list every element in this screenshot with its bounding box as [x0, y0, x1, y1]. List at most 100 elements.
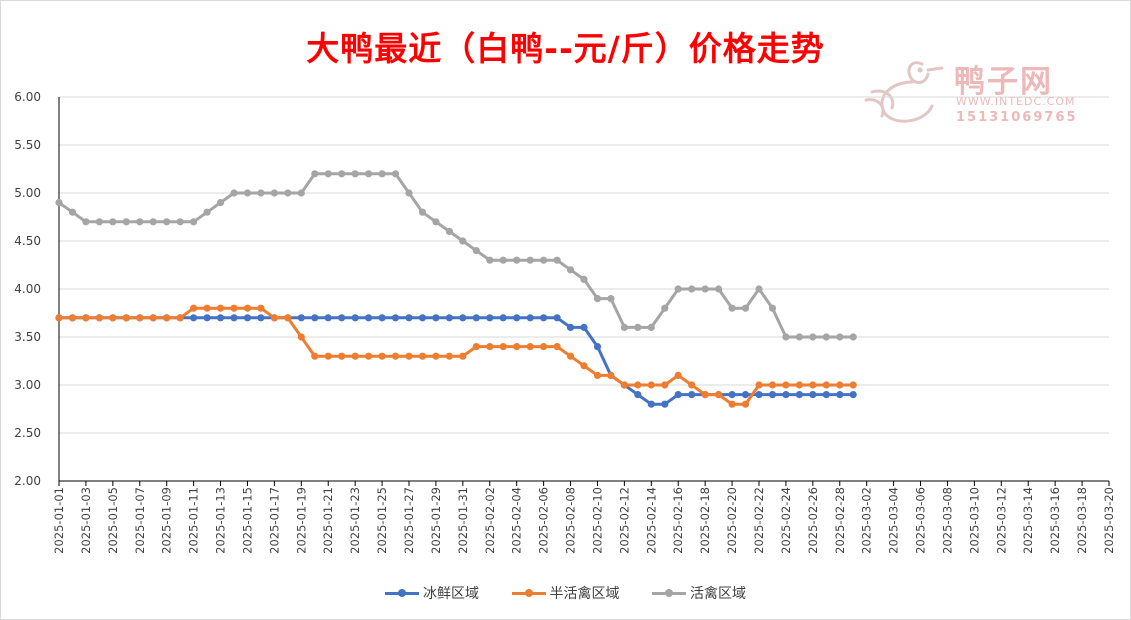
data-point	[768, 391, 777, 399]
data-point	[445, 227, 453, 235]
data-point	[499, 256, 507, 264]
legend-item-ice-fresh: 冰鲜区域	[385, 583, 479, 603]
data-point	[82, 314, 90, 322]
data-point	[136, 218, 144, 226]
x-tick-label: 2025-01-15	[240, 487, 254, 554]
data-point	[365, 352, 373, 360]
data-point	[311, 352, 319, 360]
x-tick-label: 2025-02-22	[752, 487, 766, 554]
data-point	[728, 400, 736, 408]
data-point	[365, 170, 373, 178]
data-point	[634, 323, 642, 331]
data-point	[593, 343, 602, 351]
x-tick-label: 2025-02-20	[725, 487, 739, 554]
data-point	[688, 381, 696, 389]
x-tick-label: 2025-02-26	[806, 487, 820, 554]
data-point	[163, 218, 171, 226]
data-point	[257, 304, 265, 312]
data-point	[176, 314, 184, 322]
data-point	[432, 218, 440, 226]
x-tick-label: 2025-02-10	[590, 487, 604, 554]
data-point	[257, 314, 265, 322]
x-tick-label: 2025-02-16	[671, 487, 685, 554]
series-line	[59, 306, 854, 406]
data-point	[351, 314, 359, 322]
x-tick-label: 2025-01-17	[267, 487, 281, 554]
data-point	[216, 304, 225, 312]
data-point	[593, 371, 602, 379]
data-point	[553, 343, 561, 351]
data-point	[661, 304, 669, 312]
data-point	[580, 362, 588, 370]
data-point	[351, 170, 359, 178]
data-point	[822, 391, 830, 399]
y-tick-label: 2.00	[14, 474, 41, 488]
data-point	[661, 381, 669, 389]
data-point	[324, 352, 332, 360]
data-point	[68, 314, 77, 322]
data-point	[486, 256, 494, 264]
data-point	[190, 304, 198, 312]
data-point	[391, 352, 400, 360]
legend-label: 半活禽区域	[549, 586, 620, 602]
data-point	[728, 304, 736, 312]
data-point	[836, 333, 844, 341]
data-point	[566, 323, 575, 331]
data-point	[190, 218, 198, 226]
data-point	[795, 391, 804, 399]
data-point	[351, 352, 359, 360]
watermark-url: WWW.INTEDC.COM	[956, 95, 1076, 108]
data-point	[836, 381, 844, 389]
x-tick-label: 2025-03-10	[967, 487, 981, 554]
data-point	[782, 381, 790, 389]
x-tick-label: 2025-01-01	[52, 487, 66, 554]
data-point	[513, 314, 521, 322]
data-point	[486, 343, 494, 351]
data-point	[526, 256, 534, 264]
data-point	[136, 314, 144, 322]
data-point	[109, 218, 117, 226]
data-point	[270, 314, 278, 322]
data-point	[580, 323, 588, 331]
data-point	[230, 314, 238, 322]
data-point	[95, 314, 103, 322]
data-point	[499, 343, 507, 351]
data-point	[472, 343, 480, 351]
x-tick-label: 2025-02-14	[644, 487, 658, 554]
data-point	[688, 391, 696, 399]
legend-label: 冰鲜区域	[423, 586, 480, 602]
data-point	[418, 352, 427, 360]
x-tick-label: 2025-01-25	[375, 487, 389, 554]
series-2	[55, 170, 857, 341]
series-line	[58, 172, 854, 339]
data-point	[311, 314, 319, 322]
data-point	[499, 314, 507, 322]
data-point	[486, 314, 494, 322]
legend-marker	[511, 587, 546, 599]
data-point	[822, 333, 830, 341]
data-point	[338, 170, 346, 178]
data-point	[149, 314, 157, 322]
data-point	[459, 237, 467, 245]
data-point	[688, 285, 696, 293]
data-point	[472, 314, 480, 322]
data-point	[55, 199, 63, 207]
data-point	[741, 391, 750, 399]
data-point	[647, 400, 655, 408]
watermark-phone: 15131069765	[956, 110, 1078, 125]
data-point	[297, 314, 305, 322]
data-point	[284, 189, 292, 197]
x-tick-label: 2025-01-05	[106, 487, 120, 554]
data-point	[230, 304, 238, 312]
data-point	[378, 314, 386, 322]
x-tick-label: 2025-03-12	[994, 487, 1008, 554]
data-point	[243, 189, 252, 197]
x-tick-label: 2025-01-11	[187, 487, 201, 554]
data-point	[297, 333, 305, 341]
data-point	[701, 285, 709, 293]
data-point	[782, 391, 790, 399]
x-tick-label: 2025-01-19	[294, 487, 308, 554]
data-point	[82, 218, 90, 226]
data-point	[68, 208, 77, 216]
